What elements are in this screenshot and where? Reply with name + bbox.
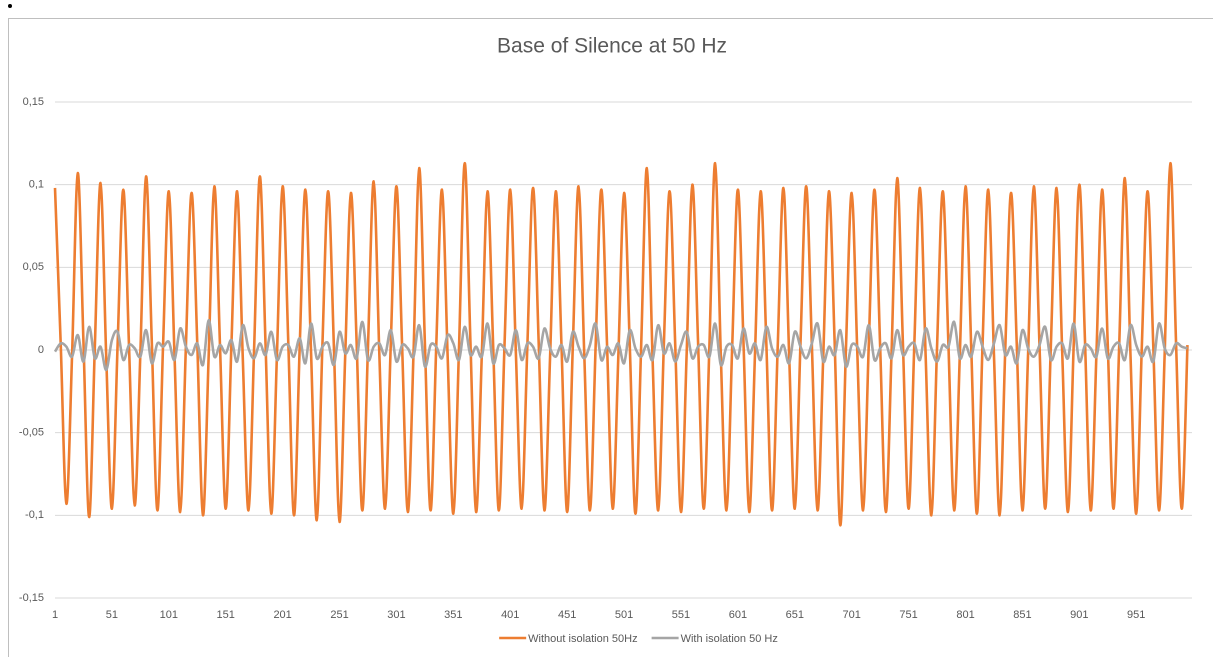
x-tick-label: 651	[786, 609, 804, 621]
y-tick-label: 0,15	[23, 96, 44, 108]
x-tick-label: 1	[52, 609, 58, 621]
x-tick-label: 501	[615, 609, 633, 621]
x-tick-label: 801	[956, 609, 974, 621]
x-tick-label: 151	[217, 609, 235, 621]
x-tick-label: 751	[899, 609, 917, 621]
series-line	[53, 318, 1188, 372]
y-tick-label: 0,1	[29, 179, 44, 191]
x-tick-label: 51	[106, 609, 118, 621]
x-tick-label: 901	[1070, 609, 1088, 621]
x-tick-label: 201	[273, 609, 291, 621]
x-tick-label: 951	[1127, 609, 1145, 621]
x-tick-label: 601	[729, 609, 747, 621]
x-tick-label: 101	[160, 609, 178, 621]
legend-label: With isolation 50 Hz	[681, 633, 778, 645]
x-tick-label: 351	[444, 609, 462, 621]
x-tick-label: 301	[387, 609, 405, 621]
x-tick-label: 251	[330, 609, 348, 621]
x-tick-label: 701	[843, 609, 861, 621]
series-line	[53, 161, 1189, 527]
x-tick-label: 401	[501, 609, 519, 621]
y-tick-label: 0	[38, 344, 44, 356]
chart-title: Base of Silence at 50 Hz	[497, 35, 727, 58]
chart-frame	[8, 18, 1213, 657]
x-tick-label: 851	[1013, 609, 1031, 621]
y-tick-label: -0,05	[19, 427, 44, 439]
y-tick-label: -0,1	[25, 509, 44, 521]
y-tick-label: 0,05	[23, 261, 44, 273]
bullet	[8, 4, 12, 8]
y-tick-label: -0,15	[19, 592, 44, 604]
x-tick-label: 551	[672, 609, 690, 621]
legend-label: Without isolation 50Hz	[528, 633, 637, 645]
x-tick-label: 451	[558, 609, 576, 621]
